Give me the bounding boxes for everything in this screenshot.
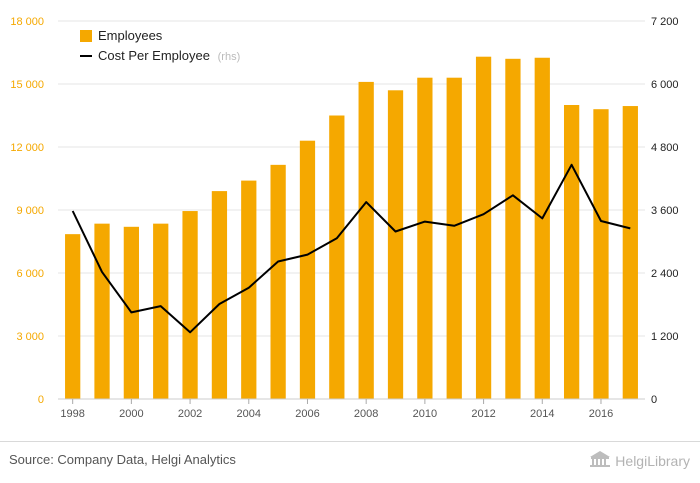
gridlines <box>58 20 645 337</box>
helgi-library-logo: HelgiLibrary <box>589 448 690 474</box>
left-tick-label: 12 000 <box>10 142 44 154</box>
right-axis: 0 1 200 2 400 3 600 4 800 6 000 7 200 <box>651 16 679 406</box>
bar-employees-2015 <box>563 105 580 399</box>
bar-employees-2013 <box>505 58 521 400</box>
library-building-icon <box>589 450 611 473</box>
x-tick-label: 2000 <box>119 408 143 420</box>
left-tick-label: 6 000 <box>16 268 44 280</box>
x-axis: 1998 2000 2002 2004 2006 2008 2010 2012 2014 2016 <box>58 398 645 420</box>
bar-employees-2016 <box>593 109 609 399</box>
left-tick-label: 15 000 <box>10 79 44 91</box>
legend-swatch-employees <box>80 30 92 42</box>
source-note: Source: Company Data, Helgi Analytics <box>9 452 236 467</box>
right-tick-label: 7 200 <box>651 16 679 28</box>
x-tick-label: 2008 <box>354 408 378 420</box>
bar-employees-2008 <box>358 81 374 400</box>
bar-employees-2001 <box>153 223 169 399</box>
x-tick-label: 2012 <box>471 408 495 420</box>
x-tick-label: 2010 <box>413 408 437 420</box>
left-tick-label: 3 000 <box>16 331 44 343</box>
x-tick-label: 2004 <box>237 408 261 420</box>
right-tick-label: 1 200 <box>651 331 679 343</box>
bar-employees-2010 <box>417 77 433 399</box>
footer: Source: Company Data, Helgi Analytics He… <box>0 441 700 483</box>
logo-text: HelgiLibrary <box>615 453 690 469</box>
cost-per-employee-line <box>71 163 631 334</box>
right-tick-label: 3 600 <box>651 205 679 217</box>
left-tick-label: 9 000 <box>16 205 44 217</box>
left-axis: 0 3 000 6 000 9 000 12 000 15 000 18 000 <box>10 16 44 406</box>
bar-employees-2004 <box>241 180 257 399</box>
legend-label-employees: Employees <box>98 28 163 43</box>
bar-employees-2003 <box>211 191 228 399</box>
left-tick-label: 18 000 <box>10 16 44 28</box>
x-tick-label: 2006 <box>295 408 319 420</box>
bar-employees-2009 <box>387 90 404 400</box>
right-tick-label: 4 800 <box>651 142 679 154</box>
right-tick-label: 2 400 <box>651 268 679 280</box>
bar-employees-2014 <box>534 57 550 399</box>
bar-employees-1999 <box>94 223 110 399</box>
employees-bars <box>65 56 638 400</box>
x-tick-label: 2016 <box>589 408 613 420</box>
legend-label-cost-main: Cost Per Employee <box>98 48 210 63</box>
bar-employees-2006 <box>299 140 316 399</box>
bar-employees-2002 <box>182 211 198 399</box>
bar-employees-2012 <box>475 56 492 399</box>
x-tick-label: 2014 <box>530 408 554 420</box>
bar-employees-1998 <box>65 234 81 399</box>
bar-employees-2011 <box>446 77 462 399</box>
right-tick-label: 0 <box>651 394 657 406</box>
legend: Employees Cost Per Employee (rhs) <box>80 28 240 63</box>
bar-employees-2017 <box>622 106 638 400</box>
x-tick-label: 1998 <box>60 408 84 420</box>
legend-label-cost: Cost Per Employee (rhs) <box>98 48 240 63</box>
combo-chart: 0 3 000 6 000 9 000 12 000 15 000 18 000 0 1 20… <box>10 16 679 420</box>
x-tick-label: 2002 <box>178 408 202 420</box>
bar-employees-2007 <box>329 115 345 399</box>
left-tick-label: 0 <box>38 394 44 406</box>
legend-label-cost-rhs: (rhs) <box>218 51 241 63</box>
bar-employees-2005 <box>270 164 286 399</box>
line-cost-per-employee <box>71 163 631 334</box>
right-tick-label: 6 000 <box>651 79 679 91</box>
